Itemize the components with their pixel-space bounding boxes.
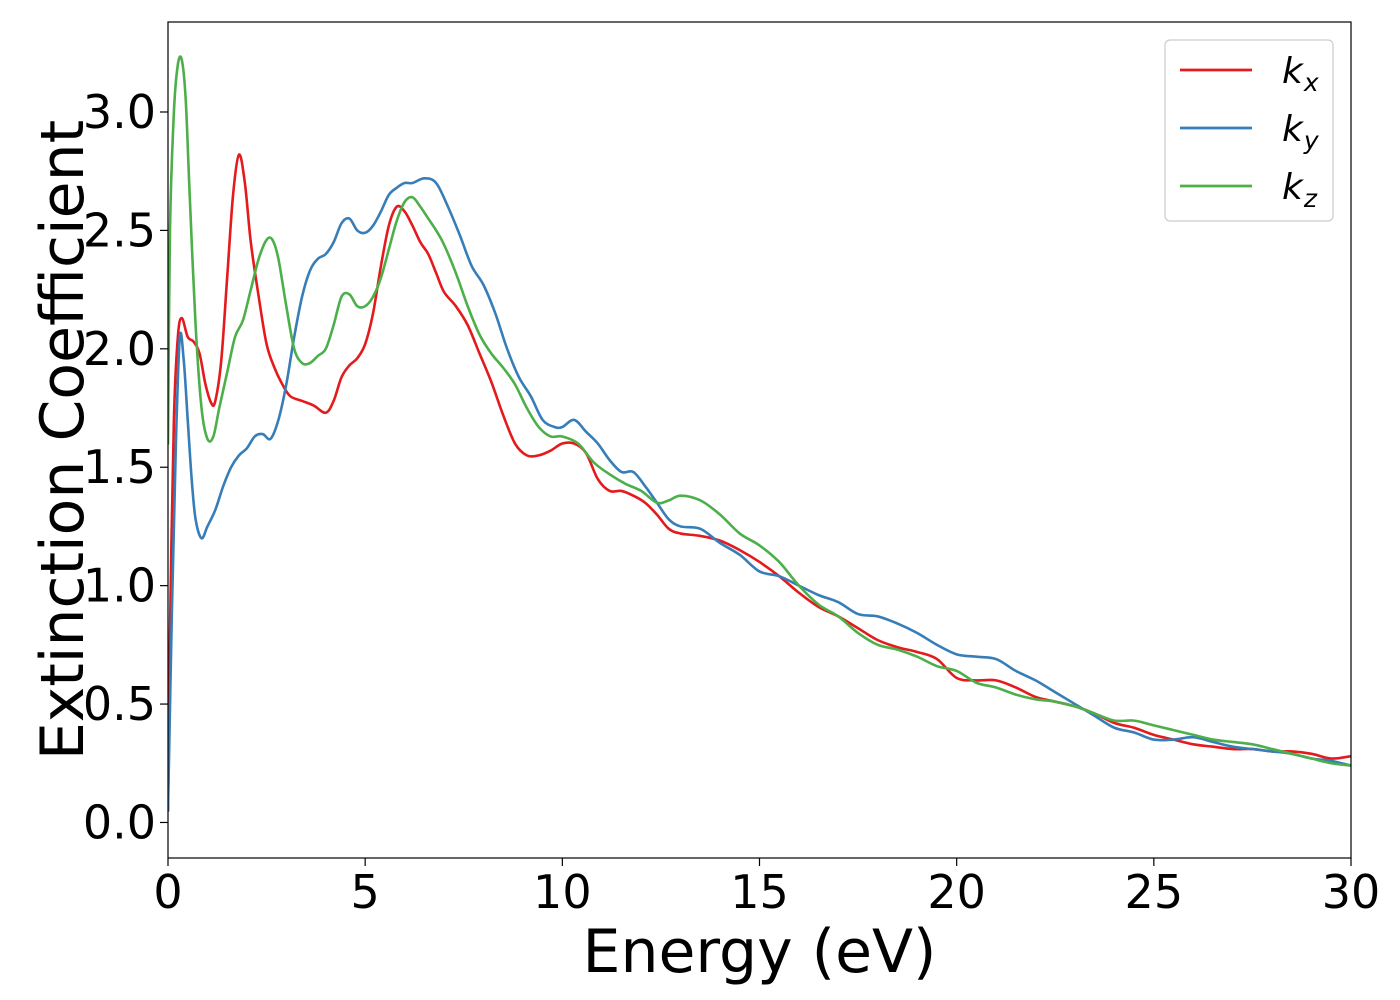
y-axis: 0.0 0.5 1.0 1.5 2.0 2.5 3.0 — [83, 85, 168, 849]
x-axis-label: Energy (eV) — [583, 917, 937, 987]
x-tick-label: 5 — [351, 865, 380, 919]
y-tick-label: 3.0 — [83, 85, 156, 139]
legend-label-z: kz — [1282, 167, 1318, 213]
legend-box — [1164, 39, 1334, 222]
x-tick-label: 10 — [533, 865, 592, 919]
legend-label-base: k — [1282, 167, 1305, 208]
series-line-x — [168, 153, 1351, 812]
y-tick-label: 2.5 — [83, 203, 156, 257]
x-tick-label: 25 — [1125, 865, 1184, 919]
x-tick-label: 20 — [927, 865, 986, 919]
y-tick-label: 0.0 — [83, 795, 156, 849]
y-tick-label: 1.5 — [83, 440, 156, 494]
y-tick-label: 1.0 — [83, 559, 156, 613]
series-line-y — [168, 177, 1351, 812]
series-layer — [168, 55, 1351, 812]
legend-label-base: k — [1282, 109, 1305, 150]
legend-label-y: ky — [1282, 109, 1320, 155]
legend-label-sub: x — [1303, 68, 1319, 97]
x-tick-label: 30 — [1322, 865, 1381, 919]
y-axis-label: Extinction Coefficient — [28, 120, 98, 760]
legend-label-x: kx — [1282, 51, 1319, 97]
y-tick-label: 0.5 — [83, 677, 156, 731]
x-tick-label: 0 — [153, 865, 182, 919]
legend-label-sub: z — [1303, 184, 1318, 213]
legend-label-base: k — [1282, 51, 1305, 92]
legend-label-sub: y — [1303, 126, 1320, 155]
x-axis: 0 5 10 15 20 25 30 — [153, 858, 1380, 919]
x-tick-label: 15 — [730, 865, 789, 919]
y-tick-label: 2.0 — [83, 322, 156, 376]
series-line-z — [168, 55, 1351, 767]
